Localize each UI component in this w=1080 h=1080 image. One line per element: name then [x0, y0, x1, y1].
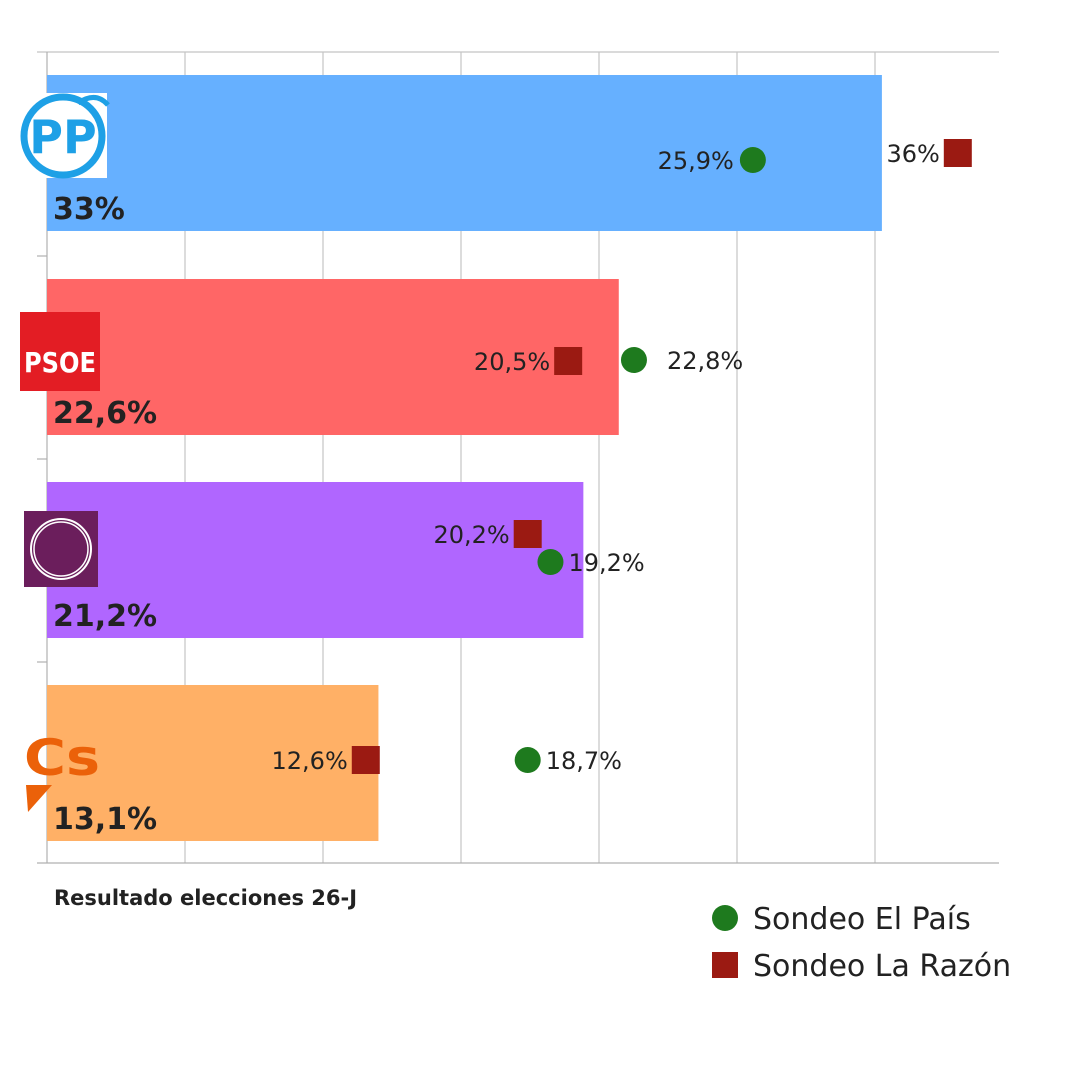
bar-ciudadanos	[47, 685, 379, 841]
la-razon-marker	[351, 746, 380, 774]
el-pais-marker	[514, 747, 541, 773]
la-razon-marker	[554, 347, 583, 375]
la-razon-label: 20,2%	[433, 521, 509, 549]
ciudadanos-logo-triangle	[26, 785, 52, 812]
el-pais-label: 25,9%	[658, 147, 734, 175]
ciudadanos-logo-text: Cs	[24, 729, 100, 787]
bar-unidos-podemos	[47, 482, 584, 638]
legend-marker-el-pais	[712, 905, 738, 931]
pp-logo-ring	[20, 93, 106, 179]
legend-label: Sondeo La Razón	[753, 949, 1011, 984]
legend: Sondeo El País Sondeo La Razón	[712, 902, 1011, 984]
legend-marker-la-razon	[712, 952, 738, 978]
podemos-logo-ring-outer	[30, 518, 92, 580]
bar-value-label: 33%	[53, 192, 125, 227]
party-logos: PP PSOE Cs	[20, 93, 110, 812]
bar-value-label: 13,1%	[53, 802, 157, 837]
chart-caption: Resultado elecciones 26-J	[54, 886, 357, 910]
podemos-logo-background	[24, 511, 98, 587]
pp-logo-text: PP	[29, 110, 96, 164]
la-razon-label: 20,5%	[474, 348, 550, 376]
bar-value-label: 21,2%	[53, 599, 157, 634]
el-pais-marker	[537, 549, 564, 575]
bar-value-label: 22,6%	[53, 396, 157, 431]
legend-label: Sondeo El País	[753, 902, 971, 937]
el-pais-label: 18,7%	[546, 747, 622, 775]
el-pais-marker	[739, 147, 766, 173]
bars: 33% 22,6% 21,2% 13,1%	[47, 75, 882, 841]
el-pais-label: 19,2%	[568, 549, 644, 577]
psoe-logo-background	[20, 312, 100, 391]
poll-markers: 25,9% 22,8% 19,2% 18,7% 36% 20,5% 20,2% 12,6%	[272, 139, 972, 775]
pp-logo-bird	[76, 95, 110, 107]
la-razon-label: 36%	[886, 140, 939, 168]
la-razon-marker	[513, 520, 542, 548]
el-pais-label: 22,8%	[667, 347, 743, 375]
podemos-logo-ring-inner	[33, 521, 89, 577]
caption-area: Resultado elecciones 26-J	[54, 886, 357, 910]
el-pais-marker	[620, 347, 647, 373]
la-razon-label: 12,6%	[272, 747, 348, 775]
psoe-logo-text: PSOE	[24, 346, 96, 379]
bar-psoe	[47, 279, 619, 435]
la-razon-marker	[943, 139, 972, 167]
